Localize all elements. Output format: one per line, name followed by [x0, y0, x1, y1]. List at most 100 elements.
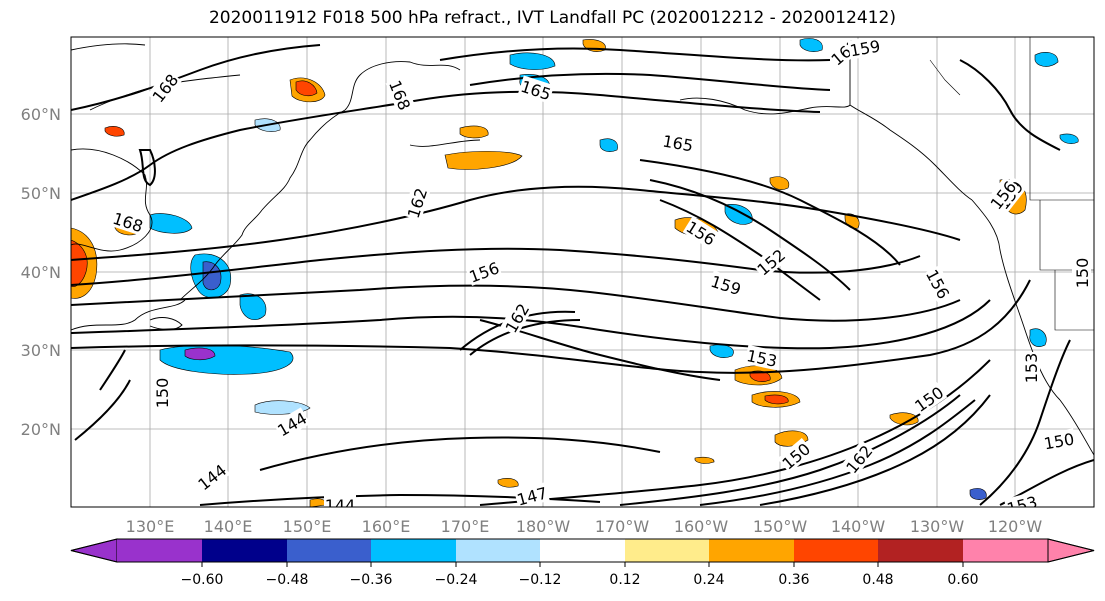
contour-label-gap — [847, 37, 883, 60]
colorbar-segment — [878, 539, 963, 562]
colorbar-segment — [456, 539, 540, 562]
shade-patch — [444, 151, 523, 170]
shade-patch — [202, 261, 222, 291]
shade-patch — [749, 370, 771, 382]
contour-label-gap — [1041, 428, 1077, 453]
longitude-label: 170°E — [441, 517, 490, 536]
contour-label-gap — [110, 207, 147, 236]
shade-patch — [509, 52, 556, 70]
shade-patch — [694, 456, 715, 464]
longitude-label: 130°W — [910, 517, 965, 536]
contour-label-gap — [1072, 257, 1091, 289]
longitude-labels: 130°E 140°E 150°E 160°E 170°E 180°W 170°W 160°W… — [126, 517, 1043, 536]
contour-label-gap — [777, 438, 815, 474]
longitude-label: 160°W — [674, 517, 729, 536]
longitude-label: 120°W — [988, 517, 1043, 536]
contour-label: 147 — [515, 483, 549, 509]
contour-label-gap — [273, 407, 311, 440]
shade-patch — [889, 412, 919, 426]
colorbar-segment — [540, 539, 625, 562]
colorbar-tick-label: 0.60 — [947, 572, 978, 588]
contour-label: 159 — [848, 36, 881, 60]
shade-patch — [1059, 133, 1079, 144]
colorbar-tick-label: 0.12 — [609, 572, 640, 588]
longitude-label: 150°W — [753, 517, 808, 536]
contour-label-gap — [500, 299, 533, 337]
contour-lines — [71, 44, 1094, 506]
colorbar-outline — [70, 538, 1095, 563]
contour-label-gap — [465, 257, 503, 286]
longitude-label: 130°E — [126, 517, 175, 536]
colorbar-tick-label: −0.24 — [435, 572, 478, 588]
shade-patch — [969, 488, 987, 500]
shade-patch — [1029, 328, 1047, 347]
colorbar-segment — [963, 539, 1048, 562]
colorbar-segment — [625, 539, 709, 562]
shade-patch — [599, 138, 618, 152]
contour-label-gap — [752, 244, 790, 280]
colorbar-tick-label: 0.24 — [693, 572, 724, 588]
contour-label-gap — [985, 176, 1020, 214]
contour-label-gap — [682, 216, 720, 250]
latitude-label: 30°N — [21, 341, 61, 360]
longitude-label: 140°W — [831, 517, 886, 536]
contour-label-gap — [193, 459, 231, 494]
shade-patch — [724, 204, 753, 225]
colorbar-segment — [202, 539, 287, 562]
longitude-label: 140°E — [204, 517, 253, 536]
figure-title: 2020011912 F018 500 hPa refract., IVT La… — [208, 8, 896, 28]
colorbar-segment — [371, 539, 456, 562]
shade-patch — [295, 80, 318, 97]
colorbar-tick-label: 0.48 — [862, 572, 893, 588]
contour-label: 153 — [1022, 353, 1041, 384]
colorbar-segment — [794, 539, 878, 562]
contour-labels: 1681681681651651621621561561591521591531… — [110, 36, 1092, 515]
map-frame — [70, 36, 1095, 508]
colorbar-extend-max — [1047, 538, 1095, 563]
coastlines — [71, 37, 1094, 456]
contour-label-gap — [910, 381, 948, 416]
longitude-label: 160°E — [362, 517, 411, 536]
colorbar-segment — [709, 539, 794, 562]
shade-patch — [104, 126, 125, 137]
shade-patch — [71, 239, 88, 287]
colorbar-tick-label: −0.60 — [181, 572, 224, 588]
contour-label-gap — [324, 495, 356, 507]
shade-patch — [497, 478, 519, 488]
contour-label-gap — [922, 265, 955, 303]
colorbar-tick-label: −0.36 — [350, 572, 393, 588]
colorbar-tick-label: −0.12 — [519, 572, 562, 588]
contour-label-gap — [147, 69, 182, 107]
shade-patch — [149, 213, 193, 234]
shade-patch — [769, 176, 790, 190]
colorbar: −0.60 −0.48 −0.36 −0.24 −0.12 0.12 0.24 0.36 0.4… — [70, 538, 1095, 588]
contour-label-gap — [1021, 352, 1040, 384]
colorbar-segment — [117, 539, 202, 562]
colorbar-segment — [287, 539, 371, 562]
map-panel: 1681681681651651621621561561591521591531… — [21, 36, 1095, 536]
colorbar-extend-min — [70, 538, 118, 563]
latitude-label: 40°N — [21, 263, 61, 282]
shade-patch — [459, 125, 489, 139]
shade-patch — [764, 394, 789, 405]
latitude-label: 20°N — [21, 420, 61, 439]
contour-label: 150 — [153, 378, 172, 409]
contour-label: 144 — [325, 496, 356, 515]
contour-label-gap — [841, 440, 877, 478]
shade-patch — [799, 38, 823, 52]
latitude-label: 60°N — [21, 105, 61, 124]
contour-label-gap — [708, 270, 745, 299]
contour-label-gap — [402, 184, 431, 221]
contour-label-gap — [1003, 491, 1040, 507]
shade-patch — [1034, 52, 1059, 67]
contour-label-gap — [152, 377, 171, 409]
longitude-label: 180°W — [516, 517, 571, 536]
latitude-label: 50°N — [21, 184, 61, 203]
colorbar-tick-label: −0.48 — [266, 572, 309, 588]
contour-label-gap — [660, 130, 696, 155]
longitude-label: 150°E — [283, 517, 332, 536]
contour-label-gap — [744, 344, 780, 371]
contour-label-gap — [513, 482, 550, 507]
longitude-label: 170°W — [595, 517, 650, 536]
